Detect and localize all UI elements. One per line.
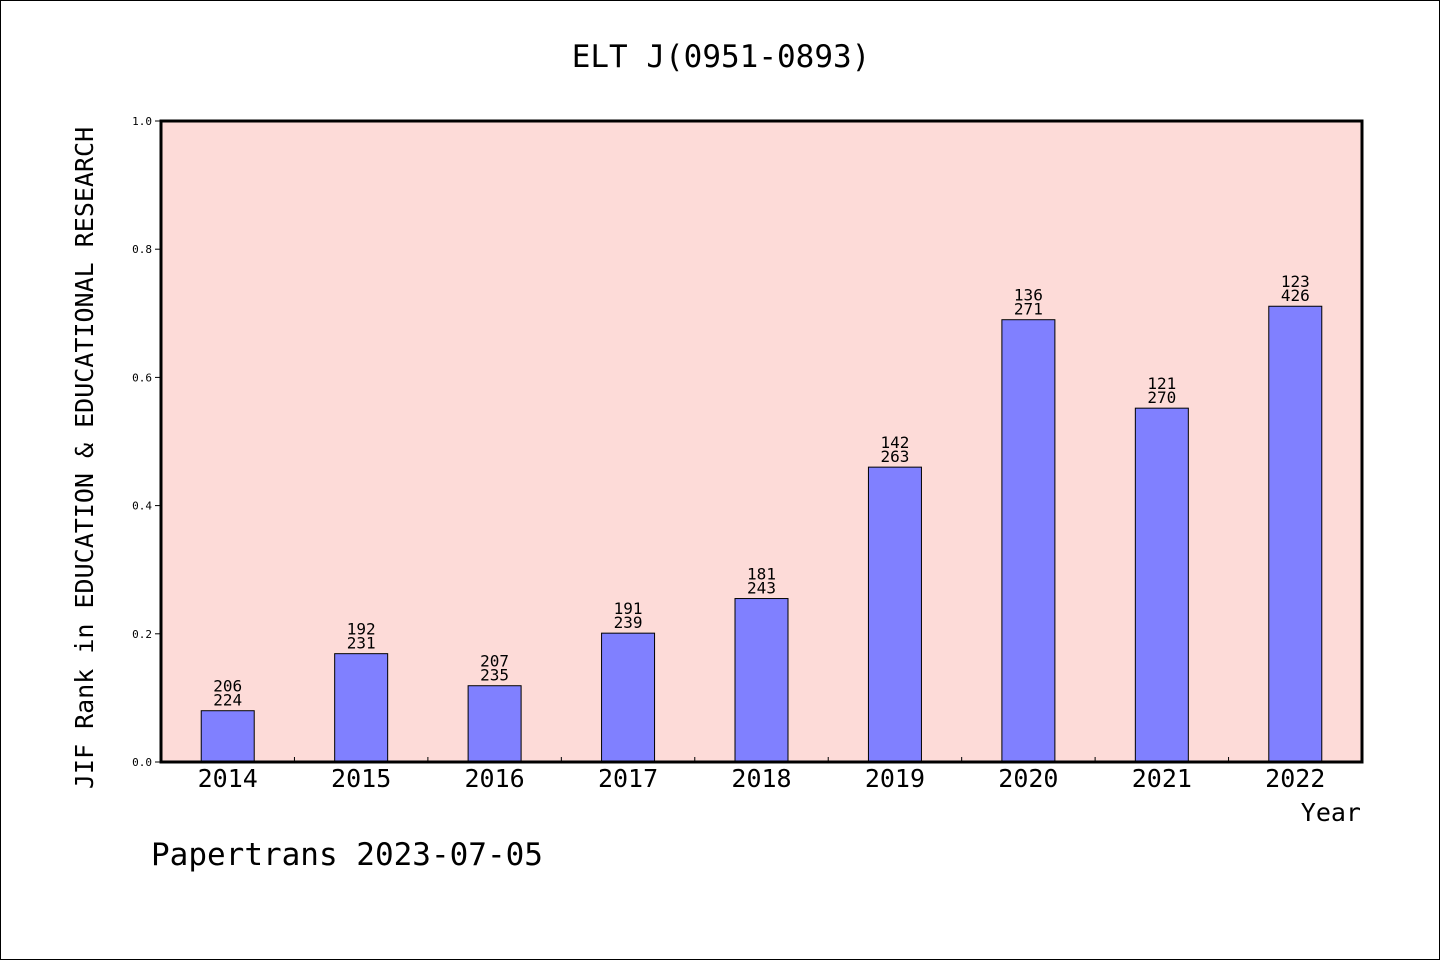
bar-label-total-2020: 271 (1014, 300, 1043, 319)
plot-border (159, 119, 1364, 764)
y-tick-label-0.2: 0.2 (132, 628, 152, 641)
bar-label-rank-2018: 181 (747, 565, 776, 584)
y-tick-label-0.0: 0.0 (132, 756, 152, 769)
x-tick-label-2020: 2020 (998, 764, 1058, 793)
bar-label-rank-2014: 206 (213, 677, 242, 696)
chart-title: ELT J(0951-0893) (572, 39, 871, 75)
bar-2016 (467, 685, 522, 763)
y-tick-label-0.8: 0.8 (132, 243, 152, 256)
x-tick-label-2021: 2021 (1132, 764, 1192, 793)
x-axis-label: Year (1301, 798, 1361, 827)
bar-label-total-2017: 239 (614, 613, 643, 632)
y-tick-label-1.0: 1.0 (132, 115, 152, 128)
x-tick-label-2017: 2017 (598, 764, 658, 793)
bar-label-total-2015: 231 (347, 634, 376, 653)
bar-label-rank-2019: 142 (880, 433, 909, 452)
bar-2020 (1001, 319, 1056, 763)
bar-2021 (1134, 407, 1189, 763)
bar-2017 (601, 632, 656, 763)
bar-label-total-2016: 235 (480, 666, 509, 685)
bar-2022 (1268, 305, 1323, 763)
bar-2018 (734, 598, 789, 763)
bar-label-total-2019: 263 (880, 447, 909, 466)
x-tick-label-2018: 2018 (731, 764, 791, 793)
bar-label-total-2021: 270 (1147, 388, 1176, 407)
bar-label-rank-2021: 121 (1147, 374, 1176, 393)
x-tick-label-2016: 2016 (465, 764, 525, 793)
x-tick-label-2015: 2015 (331, 764, 391, 793)
bar-label-rank-2020: 136 (1014, 286, 1043, 305)
y-axis-label: JIF Rank in EDUCATION & EDUCATIONAL RESE… (70, 127, 99, 789)
x-tick-label-2022: 2022 (1265, 764, 1325, 793)
bar-label-rank-2016: 207 (480, 652, 509, 671)
bar-2019 (867, 466, 922, 763)
bar-2015 (334, 653, 389, 763)
y-tick-label-0.4: 0.4 (132, 500, 152, 513)
x-tick-label-2014: 2014 (198, 764, 258, 793)
bar-label-rank-2015: 192 (347, 620, 376, 639)
bar-label-total-2014: 224 (213, 691, 242, 710)
bar-label-total-2022: 426 (1281, 286, 1310, 305)
bar-label-total-2018: 243 (747, 579, 776, 598)
x-tick-label-2019: 2019 (865, 764, 925, 793)
bar-2014 (200, 710, 255, 763)
y-tick-label-0.6: 0.6 (132, 371, 152, 384)
bar-label-rank-2017: 191 (614, 599, 643, 618)
footer-credit: Papertrans 2023-07-05 (151, 837, 543, 873)
bar-label-rank-2022: 123 (1281, 272, 1310, 291)
